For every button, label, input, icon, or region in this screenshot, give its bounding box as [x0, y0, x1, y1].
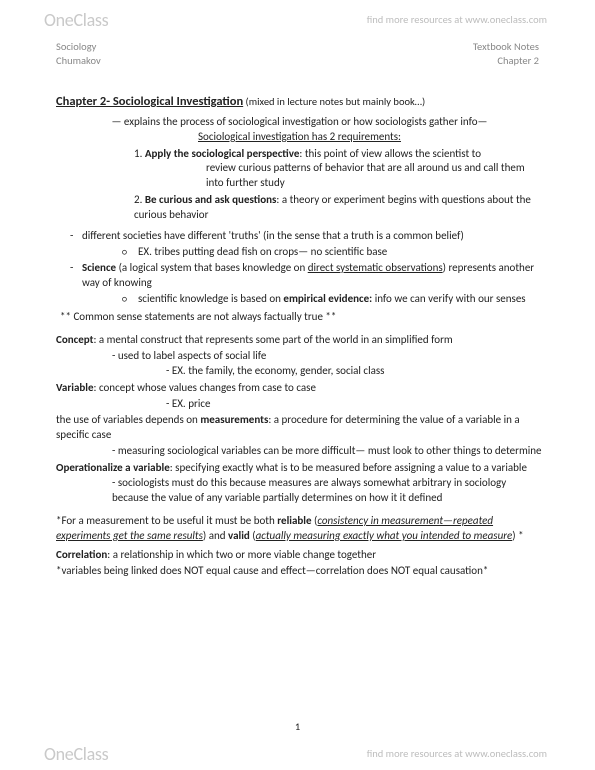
- requirements-heading: Sociological investigation has 2 require…: [56, 130, 543, 145]
- term-variable: Variable: concept whose values changes f…: [56, 381, 543, 412]
- wm-link-bottom: find more resources at www.oneclass.com: [367, 747, 547, 761]
- concept-b: Concept: [56, 333, 93, 346]
- dash-1: - different societies have different 'tr…: [70, 229, 543, 244]
- logo-thin: One: [44, 9, 73, 31]
- op-b: Operationalize a variable: [56, 461, 170, 474]
- subtitle-line: — explains the process of sociological i…: [56, 115, 543, 130]
- dash-1-text: different societies have different 'trut…: [82, 229, 543, 244]
- meta-right: Textbook Notes Chapter 2: [473, 40, 539, 68]
- corr-note: *variables being linked does NOT equal c…: [56, 564, 543, 579]
- rel-a: *For a measurement to be useful it must …: [56, 514, 277, 527]
- rel-h: actually measuring exactly what you inte…: [256, 529, 513, 542]
- var-s1: - EX. price: [166, 397, 543, 412]
- requirements-list: 1. Apply the sociological perspective: t…: [134, 147, 543, 223]
- op-line: Operationalize a variable: specifying ex…: [56, 461, 543, 476]
- meta-prof: Chumakov: [56, 54, 101, 68]
- rel-b: reliable: [277, 514, 311, 527]
- wm-link-top: find more resources at www.oneclass.com: [367, 13, 547, 27]
- rel-i: ) *: [512, 529, 523, 542]
- title-line: Chapter 2- Sociological Investigation (m…: [56, 94, 543, 111]
- d2s-a: scientific knowledge is based on: [138, 292, 283, 305]
- measurements-line: the use of variables depends on measurem…: [56, 413, 543, 443]
- rel-f: valid: [228, 529, 250, 542]
- page-number: 1: [0, 720, 595, 734]
- dash-2: - Science (a logical system that bases k…: [70, 261, 543, 291]
- concept-line: Concept: a mental construct that represe…: [56, 333, 543, 348]
- reliable-valid-note: *For a measurement to be useful it must …: [56, 514, 543, 544]
- dash-1a: ○ EX. tribes putting dead fish on crops—…: [122, 245, 543, 260]
- corr-b: Correlation: [56, 548, 107, 561]
- req1-bold: Apply the sociological perspective: [145, 147, 300, 160]
- logo-reg: Class: [73, 743, 108, 765]
- req2-bold: Be curious and ask questions: [145, 193, 277, 206]
- meas-a: the use of variables depends on: [56, 413, 200, 426]
- term-operationalize: Operationalize a variable: specifying ex…: [56, 461, 543, 507]
- var-r: : concept whose values changes from case…: [94, 381, 316, 394]
- d2-u: direct systematic observations: [308, 261, 443, 274]
- concept-s2: - EX. the family, the economy, gender, s…: [166, 364, 543, 379]
- logo-top: OneClass: [44, 8, 108, 32]
- op-r: : specifying exactly what is to be measu…: [170, 461, 527, 474]
- dash-list: - different societies have different 'tr…: [70, 229, 543, 307]
- logo-bottom: OneClass: [44, 742, 108, 766]
- watermark-top: OneClass find more resources at www.onec…: [0, 0, 595, 36]
- corr-line: Correlation: a relationship in which two…: [56, 548, 543, 563]
- req1-rest: : this point of view allows the scientis…: [299, 147, 481, 160]
- dash-icon: -: [70, 229, 82, 244]
- concept-s1: - used to label aspects of social life: [112, 349, 543, 364]
- logo-thin: One: [44, 743, 73, 765]
- bullet-icon: ○: [122, 292, 138, 307]
- corr-r: : a relationship in which two or more vi…: [107, 548, 376, 561]
- req1-num: 1.: [134, 147, 145, 160]
- term-correlation: Correlation: a relationship in which two…: [56, 548, 543, 563]
- note-common-sense: ** Common sense statements are not alway…: [60, 310, 543, 325]
- meta-course: Sociology: [56, 40, 101, 54]
- watermark-bottom: OneClass find more resources at www.onec…: [0, 734, 595, 770]
- req1-cont: review curious patterns of behavior that…: [206, 161, 543, 191]
- var-b: Variable: [56, 381, 94, 394]
- d2s-c: info we can verify with our senses: [372, 292, 525, 305]
- concept-r: : a mental construct that represents som…: [93, 333, 452, 346]
- op-s1: - sociologists must do this because meas…: [112, 476, 543, 506]
- req-1: 1. Apply the sociological perspective: t…: [134, 147, 543, 192]
- dash-1a-text: EX. tribes putting dead fish on crops— n…: [138, 245, 543, 260]
- d2-b: Science: [82, 261, 116, 274]
- meta-left: Sociology Chumakov: [56, 40, 101, 68]
- meas-b: measurements: [200, 413, 268, 426]
- req-2: 2. Be curious and ask questions: a theor…: [134, 193, 543, 223]
- dash-2-text: Science (a logical system that bases kno…: [82, 261, 543, 291]
- meas-s1: - measuring sociological variables can b…: [112, 444, 543, 459]
- var-line: Variable: concept whose values changes f…: [56, 381, 543, 396]
- bullet-icon: ○: [122, 245, 138, 260]
- title-paren: (mixed in lecture notes but mainly book……: [243, 95, 425, 108]
- dash-icon: -: [70, 261, 82, 291]
- chapter-title: Chapter 2- Sociological Investigation: [56, 94, 243, 109]
- meta-r1: Textbook Notes: [473, 40, 539, 54]
- dash-2a: ○ scientific knowledge is based on empir…: [122, 292, 543, 307]
- header-meta: Sociology Chumakov Textbook Notes Chapte…: [56, 40, 539, 68]
- dash-2a-text: scientific knowledge is based on empiric…: [138, 292, 543, 307]
- d2s-b: empirical evidence:: [283, 292, 372, 305]
- d2-mid: (a logical system that bases knowledge o…: [116, 261, 308, 274]
- content: Chapter 2- Sociological Investigation (m…: [56, 94, 543, 579]
- logo-reg: Class: [73, 9, 108, 31]
- rel-e: ) and: [203, 529, 228, 542]
- meta-r2: Chapter 2: [473, 54, 539, 68]
- req2-num: 2.: [134, 193, 145, 206]
- term-concept: Concept: a mental construct that represe…: [56, 333, 543, 380]
